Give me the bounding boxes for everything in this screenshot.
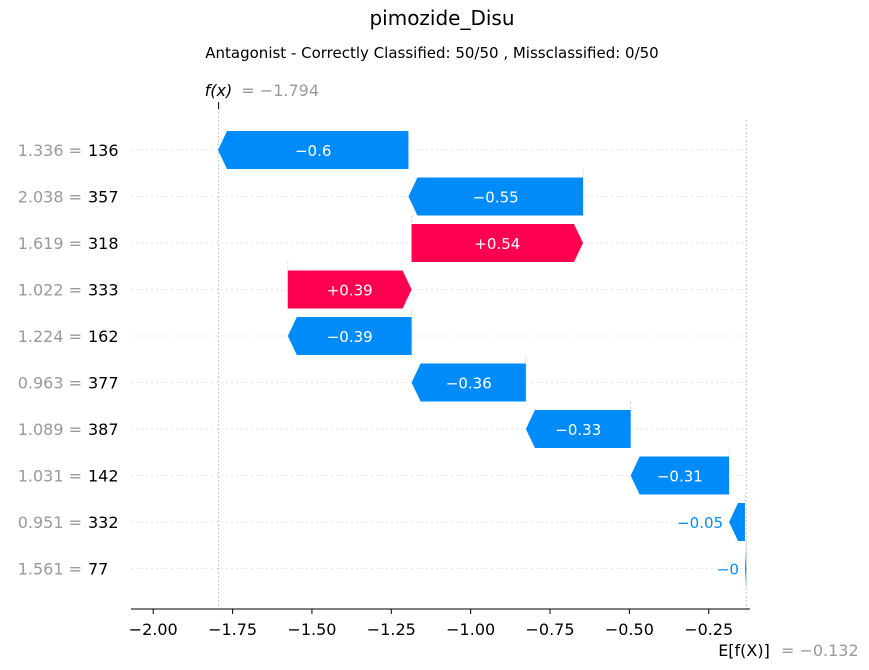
feature-value-label: 0.951 = (18, 513, 82, 532)
feature-name-label: 332 (88, 513, 119, 532)
feature-value-label: 2.038 = (18, 188, 82, 207)
x-tick-label: −1.50 (287, 620, 336, 639)
x-tick-label: −1.25 (367, 620, 416, 639)
contribution-bar (630, 456, 730, 495)
feature-name-label: 136 (88, 141, 119, 160)
contribution-bar (217, 131, 409, 169)
bar-value-label: −0.6 (295, 142, 331, 160)
efx-label: E[f(X)] (718, 641, 770, 660)
fx-label: f(x) (205, 81, 233, 100)
bar-value-label: −0.33 (555, 421, 601, 439)
bar-value-label: −0.39 (327, 328, 373, 346)
fx-annotation: f(x) = −1.794 (205, 81, 319, 100)
feature-value-label: 1.089 = (18, 420, 82, 439)
feature-name-label: 77 (88, 560, 108, 579)
feature-name-label: 318 (88, 234, 119, 253)
chart-title: pimozide_Disu (369, 6, 514, 30)
x-tick-label: −0.75 (525, 620, 574, 639)
feature-name-label: 377 (88, 374, 119, 393)
x-axis-ticks: −2.00 −1.75 −1.50 −1.25 −1.00 −0.75 −0.50 −0.25 (129, 609, 733, 639)
bar-value-label: −0.05 (677, 514, 723, 532)
bar-value-label: −0.55 (473, 189, 519, 207)
contribution-bar (408, 177, 584, 216)
feature-name-label: 357 (88, 188, 119, 207)
contribution-bar (411, 363, 526, 402)
contribution-bar (744, 549, 747, 588)
contribution-bar (287, 270, 412, 309)
x-tick-label: −1.75 (208, 620, 257, 639)
bar-value-label: −0.36 (446, 375, 492, 393)
bar-value-label: +0.54 (474, 235, 520, 253)
x-tick-label: −0.50 (605, 620, 654, 639)
bar-value-label: +0.39 (327, 282, 373, 300)
feature-value-label: 1.224 = (18, 327, 82, 346)
feature-value-label: 1.561 = (18, 560, 82, 579)
feature-value-label: 1.336 = (18, 141, 82, 160)
feature-name-label: 142 (88, 467, 119, 486)
x-tick-label: −2.00 (129, 620, 178, 639)
fx-value: = −1.794 (241, 81, 319, 100)
bar-value-label: −0 (717, 561, 739, 579)
x-tick-label: −1.00 (446, 620, 495, 639)
y-axis-labels: 1.336 = 136 2.038 = 357 1.619 = 318 1.022 = 333… (18, 141, 119, 579)
feature-value-label: 1.619 = (18, 234, 82, 253)
feature-value-label: 1.031 = (18, 467, 82, 486)
contribution-bar (525, 410, 631, 448)
bars: −0.6 −0.55 +0.54 +0.39 −0.39 −0.36 −0.33 −0.31 −… (217, 131, 747, 588)
chart-subtitle: Antagonist - Correctly Classified: 50/50… (205, 44, 658, 62)
bar-value-label: −0.31 (657, 468, 703, 486)
contribution-bar (287, 317, 412, 355)
contribution-bar (729, 503, 745, 541)
contribution-bar (411, 224, 584, 262)
x-tick-label: −0.25 (684, 620, 733, 639)
feature-value-label: 1.022 = (18, 281, 82, 300)
efx-annotation: E[f(X)] = −0.132 (718, 641, 858, 660)
feature-value-label: 0.963 = (18, 374, 82, 393)
feature-name-label: 333 (88, 281, 119, 300)
feature-name-label: 162 (88, 327, 119, 346)
feature-name-label: 387 (88, 420, 119, 439)
efx-value: = −0.132 (781, 641, 859, 660)
